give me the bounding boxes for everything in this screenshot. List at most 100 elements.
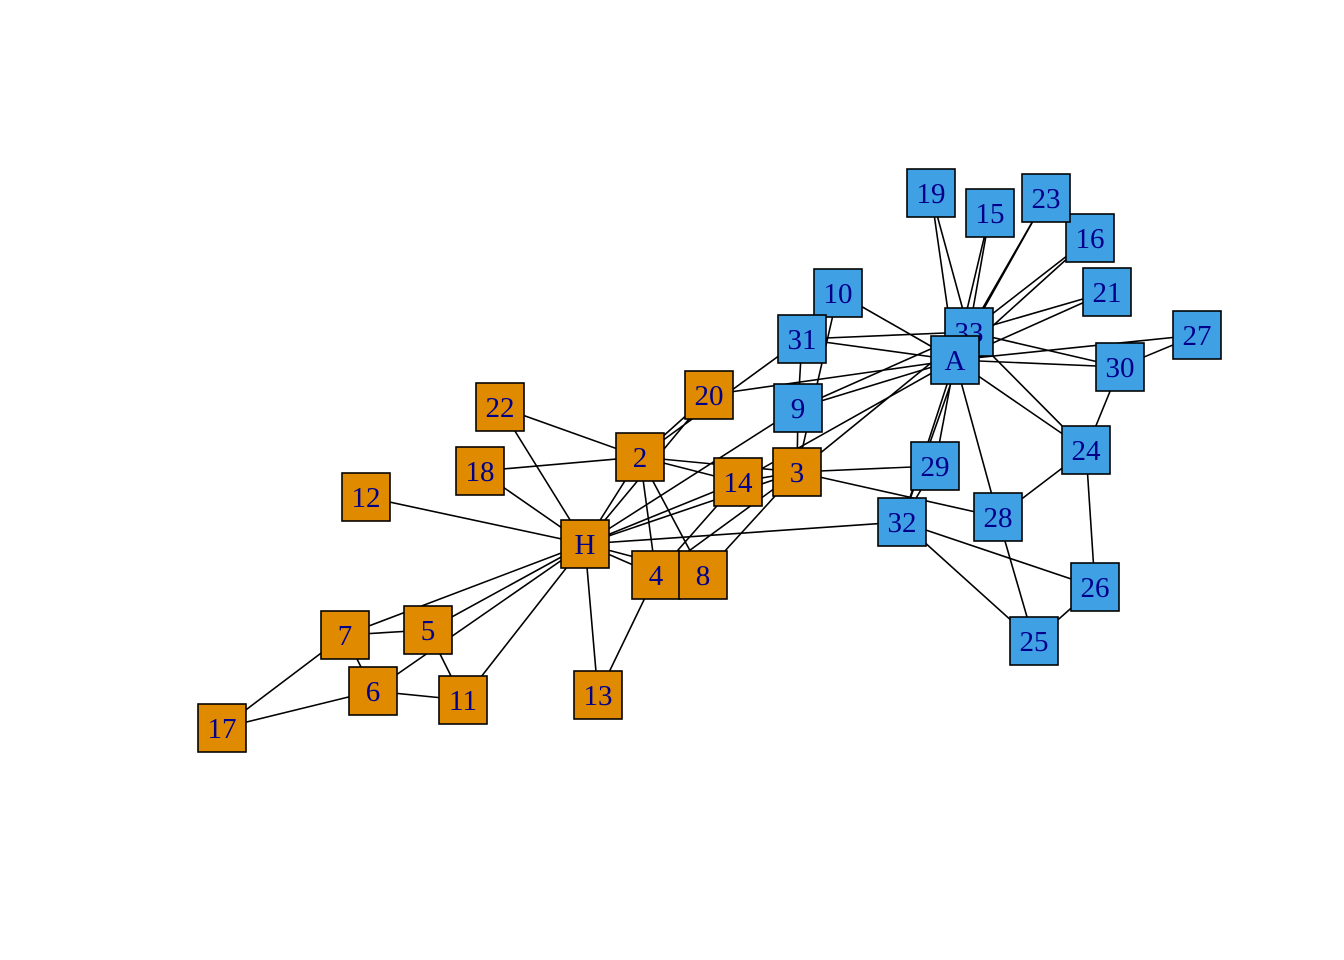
node-22[interactable]: 22 — [475, 382, 525, 432]
edge-9-A — [797, 359, 956, 409]
node-box — [772, 447, 822, 497]
node-13[interactable]: 13 — [573, 670, 623, 720]
node-label: 29 — [921, 451, 950, 483]
node-box — [906, 168, 956, 218]
edge-3-10 — [796, 292, 839, 473]
node-box — [455, 446, 505, 496]
node-box — [877, 497, 927, 547]
node-8[interactable]: 8 — [678, 550, 728, 600]
node-25[interactable]: 25 — [1009, 616, 1059, 666]
edge-2-18 — [479, 456, 641, 472]
node-H[interactable]: H — [560, 519, 610, 569]
nodes: H2 34567891011121314151617181920212223242… — [197, 168, 1222, 753]
node-box — [684, 370, 734, 420]
node-24[interactable]: 24 — [1061, 425, 1111, 475]
edge-H-32 — [584, 521, 903, 545]
edge-H-11 — [462, 543, 586, 701]
node-box — [965, 188, 1015, 238]
node-label: 16 — [1076, 223, 1105, 255]
node-label: 22 — [486, 392, 515, 424]
node-14[interactable]: 14 — [713, 457, 763, 507]
edge-28-A — [954, 359, 999, 518]
node-28[interactable]: 28 — [973, 492, 1023, 542]
node-18[interactable]: 18 — [455, 446, 505, 496]
edge-6-17 — [221, 690, 374, 729]
node-box — [777, 314, 827, 364]
node-31[interactable]: 31 — [777, 314, 827, 364]
node-15[interactable]: 15 — [965, 188, 1015, 238]
edge-H-9 — [584, 407, 799, 545]
node-label: 27 — [1183, 320, 1212, 352]
node-box — [773, 383, 823, 433]
node-5[interactable]: 5 — [403, 605, 453, 655]
edge-26-32 — [901, 521, 1096, 588]
node-box — [615, 432, 665, 482]
node-32[interactable]: 32 — [877, 497, 927, 547]
node-label: 8 — [696, 560, 711, 592]
node-label: 4 — [649, 560, 664, 592]
edge-H-13 — [584, 543, 599, 696]
node-6[interactable]: 6 — [348, 666, 398, 716]
node-26[interactable]: 26 — [1070, 562, 1120, 612]
edge-H-6 — [372, 543, 586, 692]
node-label: 11 — [449, 685, 477, 717]
node-20[interactable]: 20 — [684, 370, 734, 420]
node-29[interactable]: 29 — [910, 441, 960, 491]
edge-H-12 — [365, 496, 586, 545]
node-label: H — [575, 529, 596, 561]
node-label: 21 — [1093, 277, 1122, 309]
edge-20-A — [708, 359, 956, 396]
node-19[interactable]: 19 — [906, 168, 956, 218]
node-17[interactable]: 17 — [197, 703, 247, 753]
node-box — [1070, 562, 1120, 612]
node-box — [930, 335, 980, 385]
node-7[interactable]: 7 — [320, 610, 370, 660]
edge-30-A — [954, 359, 1121, 368]
node-label: 10 — [824, 278, 853, 310]
node-21[interactable]: 21 — [1082, 267, 1132, 317]
node-12[interactable]: 12 — [341, 472, 391, 522]
node-16[interactable]: 16 — [1065, 213, 1115, 263]
node-27[interactable]: 27 — [1172, 310, 1222, 360]
node-3[interactable]: 3 — [772, 447, 822, 497]
node-box — [1082, 267, 1132, 317]
node-label: 13 — [584, 680, 613, 712]
node-label: 17 — [208, 713, 237, 745]
node-label: 5 — [421, 615, 436, 647]
node-2[interactable]: 2 — [615, 432, 665, 482]
node-box — [475, 382, 525, 432]
node-11[interactable]: 11 — [438, 675, 488, 725]
node-label: 3 — [790, 457, 805, 489]
edge-27-A — [954, 334, 1198, 361]
node-label: 12 — [352, 482, 381, 514]
node-box — [1021, 173, 1071, 223]
node-9[interactable]: 9 — [773, 383, 823, 433]
node-box — [560, 519, 610, 569]
node-label: 6 — [366, 676, 381, 708]
edge-31-A — [801, 338, 956, 361]
node-label: 24 — [1072, 435, 1102, 467]
node-box — [631, 550, 681, 600]
node-23[interactable]: 23 — [1021, 173, 1071, 223]
node-label: 20 — [695, 380, 724, 412]
node-box — [197, 703, 247, 753]
node-label: 7 — [338, 620, 353, 652]
node-box — [320, 610, 370, 660]
node-box — [910, 441, 960, 491]
node-label: 19 — [917, 178, 946, 210]
node-box — [1172, 310, 1222, 360]
node-box — [973, 492, 1023, 542]
node-label: 32 — [888, 507, 917, 539]
node-box — [438, 675, 488, 725]
node-A[interactable]: A — [930, 335, 980, 385]
node-30[interactable]: 30 — [1095, 342, 1145, 392]
node-box — [1061, 425, 1111, 475]
node-4[interactable]: 4 — [631, 550, 681, 600]
node-box — [713, 457, 763, 507]
node-label: 2 — [633, 442, 648, 474]
edge-30-33 — [968, 331, 1121, 368]
node-box — [1095, 342, 1145, 392]
node-10[interactable]: 10 — [813, 268, 863, 318]
edge-H-14 — [584, 481, 739, 545]
